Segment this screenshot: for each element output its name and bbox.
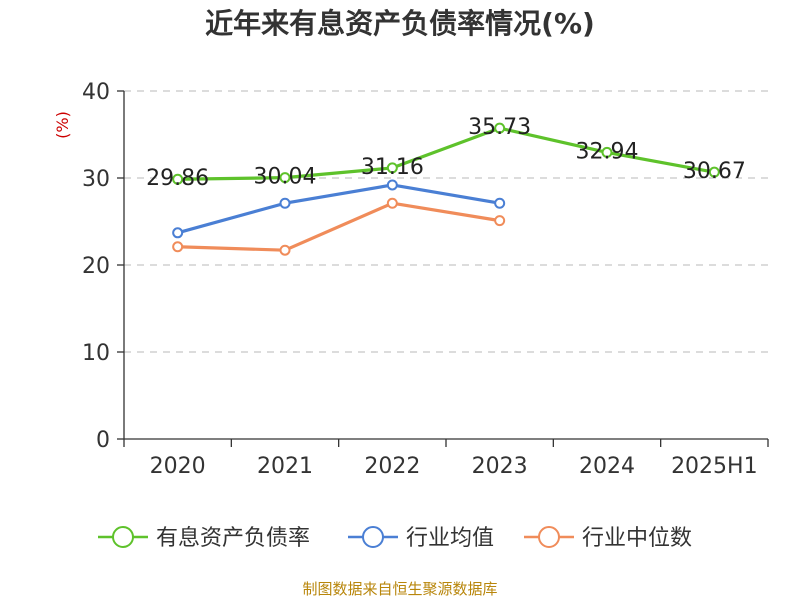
axes: 0 10 20 30 40 2020 2021 2022 2023 2024 2025H1 <box>82 80 769 479</box>
data-point <box>172 241 184 253</box>
y-axis-label: (%) <box>53 111 72 139</box>
y-tick-label: 40 <box>82 80 110 105</box>
x-tick-label: 2022 <box>364 454 420 479</box>
data-point <box>386 162 398 174</box>
legend-label: 有息资产负债率 <box>156 526 310 551</box>
data-point <box>279 172 291 184</box>
legend-label: 行业均值 <box>406 526 494 551</box>
data-point <box>494 197 506 209</box>
legend-label: 行业中位数 <box>582 526 692 551</box>
legend-marker <box>112 526 134 548</box>
data-labels: 29.86 30.04 31.16 35.73 32.94 30.67 <box>146 115 746 191</box>
data-point <box>172 173 184 185</box>
data-point <box>601 146 613 158</box>
data-label: 29.86 <box>146 166 209 191</box>
chart-title: 近年来有息资产负债率情况(%) <box>205 7 595 40</box>
y-tick-label: 0 <box>96 428 110 453</box>
x-tick-label: 2024 <box>579 454 635 479</box>
data-point <box>386 179 398 191</box>
x-tick-label: 2025H1 <box>671 454 758 479</box>
legend[interactable]: 有息资产负债率 行业均值 行业中位数 <box>98 526 692 551</box>
x-tick-label: 2020 <box>150 454 206 479</box>
data-point <box>494 215 506 227</box>
y-tick-label: 30 <box>82 167 110 192</box>
data-point <box>494 122 506 134</box>
legend-item[interactable]: 有息资产负债率 <box>98 526 310 551</box>
data-label: 31.16 <box>361 155 424 180</box>
data-label: 30.67 <box>683 159 746 184</box>
data-point <box>386 197 398 209</box>
data-point <box>279 197 291 209</box>
data-point <box>279 244 291 256</box>
series-line <box>177 183 500 235</box>
x-tick-label: 2021 <box>257 454 313 479</box>
legend-marker <box>362 526 384 548</box>
y-tick-label: 10 <box>82 341 110 366</box>
source-note: 制图数据来自恒生聚源数据库 <box>302 580 497 598</box>
series-line <box>177 126 715 181</box>
legend-item[interactable]: 行业中位数 <box>524 526 692 551</box>
data-label: 30.04 <box>254 165 317 190</box>
x-tick-label: 2023 <box>472 454 528 479</box>
data-label: 35.73 <box>468 115 531 140</box>
legend-marker <box>538 526 560 548</box>
series-lines <box>172 122 720 256</box>
legend-item[interactable]: 行业均值 <box>348 526 494 551</box>
data-label: 32.94 <box>576 139 639 164</box>
series-line <box>177 201 500 252</box>
data-point <box>708 166 720 178</box>
y-tick-label: 20 <box>82 254 110 279</box>
data-point <box>172 227 184 239</box>
